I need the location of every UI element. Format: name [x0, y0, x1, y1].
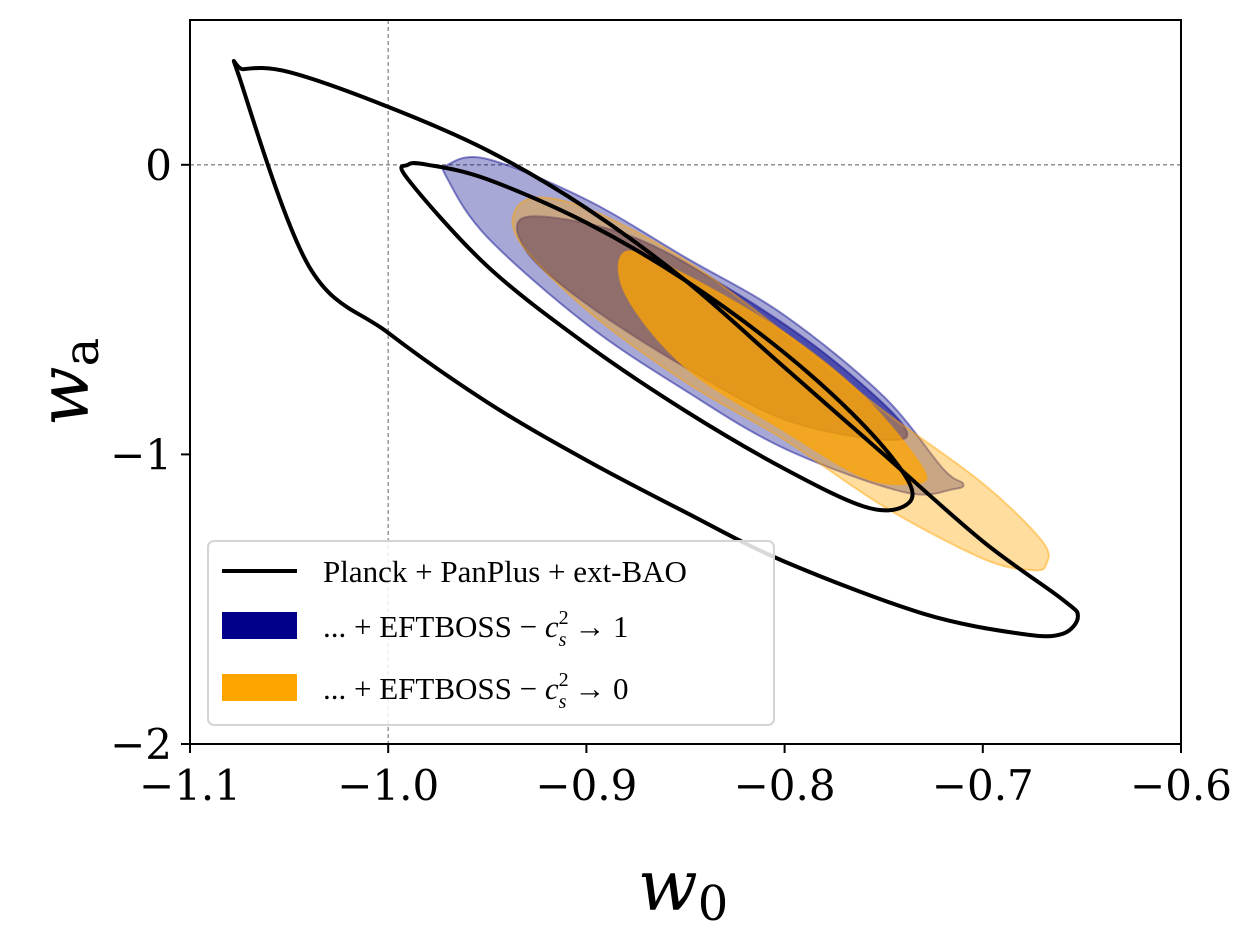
contour-planck-95	[231, 59, 1080, 639]
x-tick-label: −0.9	[535, 761, 637, 810]
y-tick-label: −1	[110, 430, 172, 479]
y-tick-label: 0	[145, 141, 172, 190]
legend-label-planck: Planck + PanPlus + ext-BAO	[323, 554, 687, 589]
contour-planck-68	[399, 161, 915, 513]
contour-layer	[231, 59, 1080, 639]
y-axis-ticks: 0 −1 −2	[110, 141, 190, 769]
legend-label-cs0: ... + EFTBOSS − c2 s → 0	[323, 669, 628, 713]
x-tick-label: −1.0	[337, 761, 439, 810]
legend-swatch-cs1	[222, 612, 297, 639]
x-tick-label: −0.8	[734, 761, 836, 810]
legend-swatch-cs0	[222, 674, 297, 701]
x-tick-label: −0.6	[1130, 761, 1232, 810]
plot-frame	[189, 19, 1182, 745]
x-axis-ticks: −1.1 −1.0 −0.9 −0.8 −0.7 −0.6	[139, 744, 1232, 810]
plot-area	[190, 20, 1181, 744]
legend: Planck + PanPlus + ext-BAO ... + EFTBOSS…	[207, 540, 775, 726]
legend-box	[207, 540, 775, 726]
x-axis-label: w0	[638, 845, 728, 932]
x-tick-label: −1.1	[139, 761, 241, 810]
x-tick-label: −0.7	[932, 761, 1034, 810]
y-axis-label: wa	[23, 338, 110, 427]
legend-label-cs1: ... + EFTBOSS − c2 s → 1	[323, 607, 628, 651]
y-tick-label: −2	[110, 720, 172, 769]
